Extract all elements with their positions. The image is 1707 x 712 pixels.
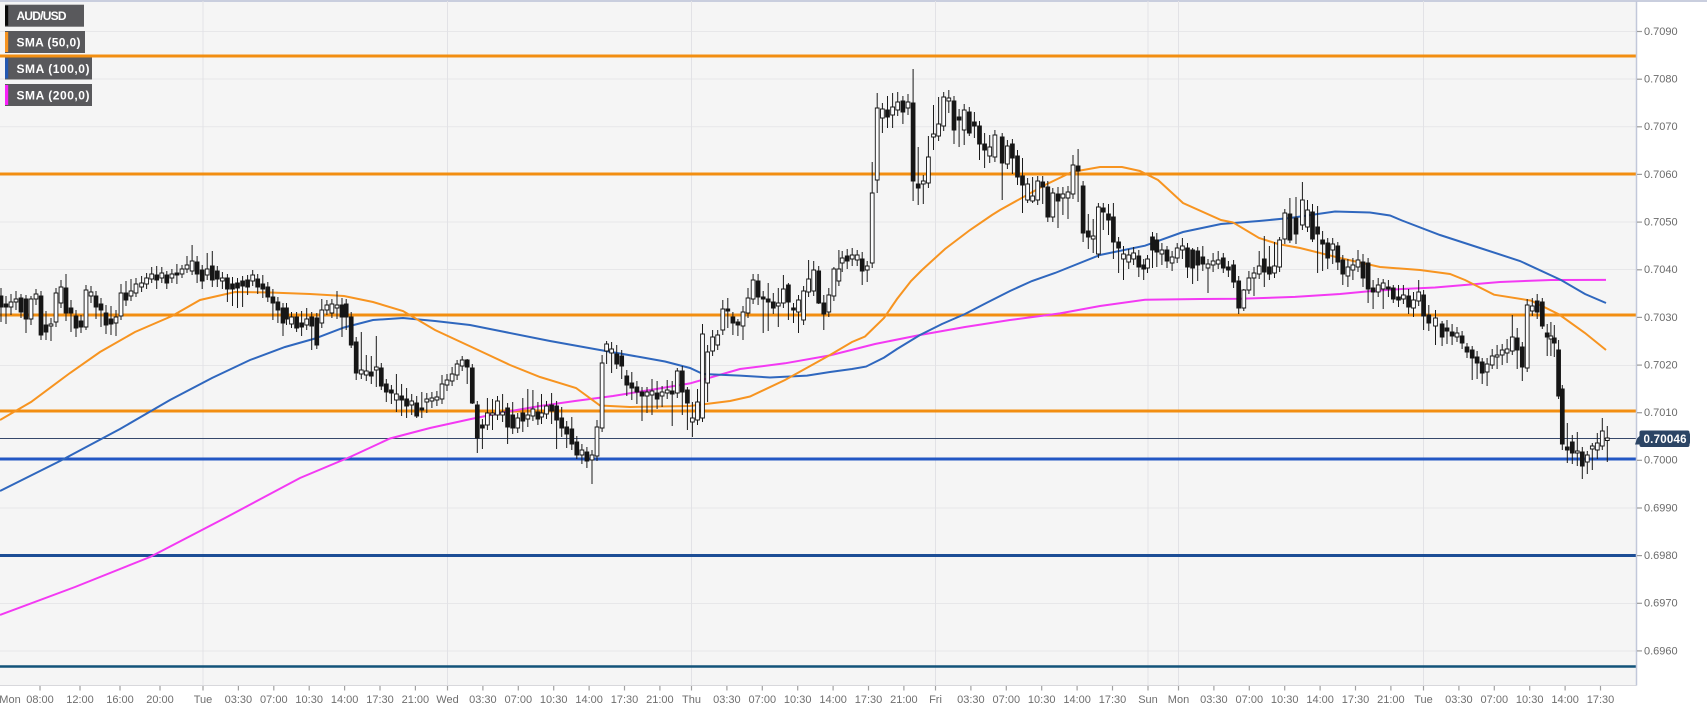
svg-text:07:00: 07:00	[260, 694, 288, 706]
svg-text:03:30: 03:30	[469, 694, 497, 706]
svg-text:AUD/USD: AUD/USD	[17, 9, 67, 23]
svg-text:SMA (200,0): SMA (200,0)	[17, 89, 90, 103]
svg-text:0.6960: 0.6960	[1644, 645, 1678, 657]
svg-text:03:30: 03:30	[225, 694, 253, 706]
svg-text:Mon: Mon	[1168, 694, 1189, 706]
svg-text:Sun: Sun	[1138, 694, 1158, 706]
svg-text:03:30: 03:30	[713, 694, 741, 706]
svg-text:17:30: 17:30	[1342, 694, 1370, 706]
svg-text:21:00: 21:00	[1377, 694, 1405, 706]
svg-text:0.7060: 0.7060	[1644, 169, 1678, 181]
svg-text:SMA (100,0): SMA (100,0)	[17, 62, 90, 76]
svg-text:14:00: 14:00	[575, 694, 603, 706]
svg-text:Wed: Wed	[436, 694, 458, 706]
svg-text:03:30: 03:30	[1200, 694, 1228, 706]
svg-text:07:00: 07:00	[749, 694, 777, 706]
svg-text:0.6990: 0.6990	[1644, 502, 1678, 514]
svg-text:0.7070: 0.7070	[1644, 121, 1678, 133]
svg-text:Tue: Tue	[1414, 694, 1433, 706]
svg-text:07:00: 07:00	[1236, 694, 1264, 706]
svg-text:21:00: 21:00	[890, 694, 918, 706]
svg-text:08:00: 08:00	[26, 694, 54, 706]
svg-text:14:00: 14:00	[331, 694, 359, 706]
svg-text:17:30: 17:30	[855, 694, 883, 706]
svg-text:Thu: Thu	[682, 694, 701, 706]
svg-text:17:30: 17:30	[366, 694, 394, 706]
svg-text:10:30: 10:30	[295, 694, 323, 706]
svg-text:14:00: 14:00	[1306, 694, 1334, 706]
svg-text:12:00: 12:00	[66, 694, 94, 706]
svg-text:20:00: 20:00	[146, 694, 174, 706]
svg-text:10:30: 10:30	[784, 694, 812, 706]
svg-text:0.7040: 0.7040	[1644, 264, 1678, 276]
svg-text:17:30: 17:30	[611, 694, 639, 706]
svg-text:21:00: 21:00	[646, 694, 674, 706]
svg-text:0.6980: 0.6980	[1644, 550, 1678, 562]
svg-text:0.70046: 0.70046	[1644, 434, 1687, 446]
svg-text:SMA (50,0): SMA (50,0)	[17, 36, 81, 50]
svg-text:07:00: 07:00	[993, 694, 1021, 706]
svg-text:10:30: 10:30	[1516, 694, 1544, 706]
svg-text:07:00: 07:00	[1481, 694, 1509, 706]
svg-text:0.7020: 0.7020	[1644, 360, 1678, 372]
svg-text:Tue: Tue	[194, 694, 213, 706]
svg-text:Fri: Fri	[929, 694, 942, 706]
svg-text:0.7090: 0.7090	[1644, 26, 1678, 38]
svg-text:14:00: 14:00	[819, 694, 847, 706]
svg-text:0.7000: 0.7000	[1644, 455, 1678, 467]
svg-text:10:30: 10:30	[540, 694, 568, 706]
svg-text:16:00: 16:00	[106, 694, 134, 706]
svg-text:10:30: 10:30	[1271, 694, 1299, 706]
svg-text:0.7030: 0.7030	[1644, 312, 1678, 324]
svg-text:10:30: 10:30	[1028, 694, 1056, 706]
svg-text:0.6970: 0.6970	[1644, 598, 1678, 610]
svg-text:14:00: 14:00	[1551, 694, 1579, 706]
svg-text:07:00: 07:00	[505, 694, 533, 706]
svg-text:0.7050: 0.7050	[1644, 217, 1678, 229]
svg-text:03:30: 03:30	[957, 694, 985, 706]
svg-text:14:00: 14:00	[1063, 694, 1091, 706]
svg-text:17:30: 17:30	[1099, 694, 1127, 706]
svg-text:21:00: 21:00	[402, 694, 430, 706]
svg-text:0.7080: 0.7080	[1644, 74, 1678, 86]
svg-text:Mon: Mon	[0, 694, 21, 706]
svg-text:0.7010: 0.7010	[1644, 407, 1678, 419]
svg-text:03:30: 03:30	[1445, 694, 1473, 706]
svg-text:17:30: 17:30	[1587, 694, 1615, 706]
